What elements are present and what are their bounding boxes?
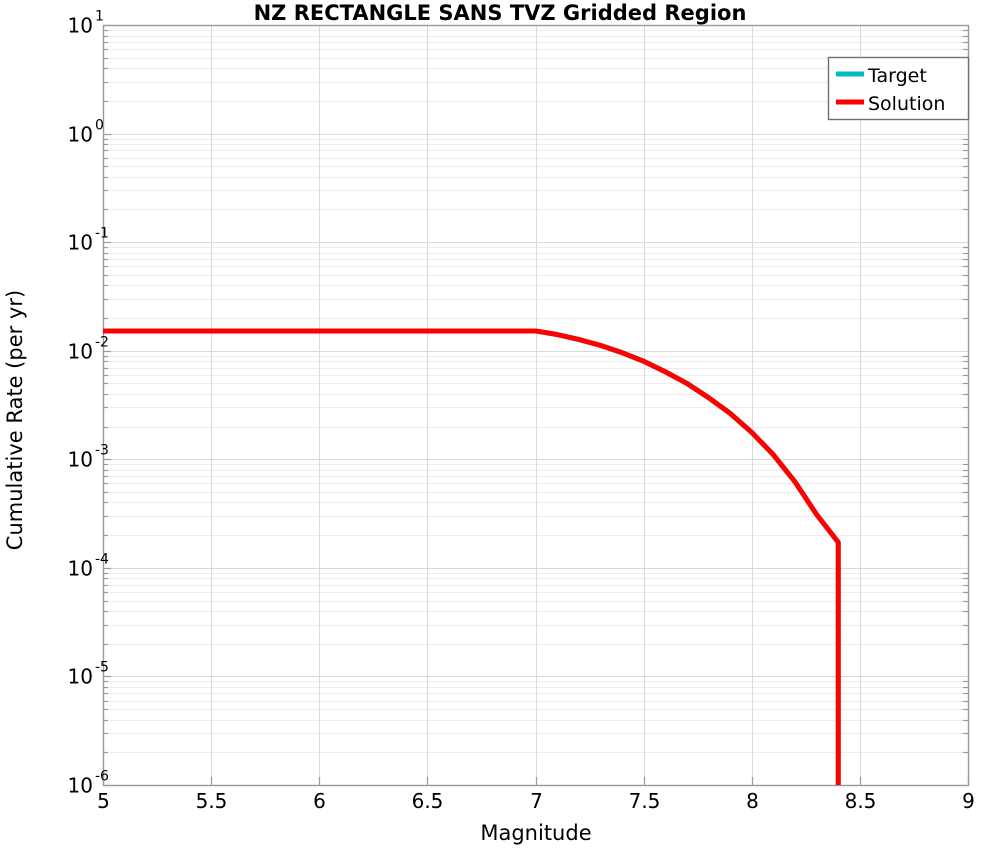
x-axis-tick-labels: 5 5.5 6 6.5 7 7.5 8 8.5 9 — [97, 789, 975, 813]
y-tick-label-exponent: -1 — [95, 226, 109, 242]
x-tick-label: 8.5 — [845, 789, 877, 813]
y-tick-label: 10 — [68, 665, 93, 689]
x-tick-label: 5 — [97, 789, 110, 813]
data-series-group — [103, 328, 841, 785]
y-tick-label-exponent: -4 — [95, 552, 109, 568]
y-tick-label: 10 — [68, 14, 93, 38]
x-tick-label: 5.5 — [196, 789, 228, 813]
y-tick-label: 10 — [68, 123, 93, 147]
x-tick-label: 9 — [962, 789, 975, 813]
x-tick-label: 7.5 — [629, 789, 661, 813]
chart-legend[interactable]: Target Solution — [827, 56, 970, 121]
x-tick-label: 6.5 — [412, 789, 444, 813]
y-tick-label: 10 — [68, 774, 93, 798]
legend-label-target[interactable]: Target — [867, 65, 927, 87]
y-tick-label-exponent: -6 — [95, 769, 109, 785]
y-tick-label-exponent: 0 — [95, 118, 104, 134]
y-tick-label: 10 — [68, 231, 93, 255]
legend-label-solution[interactable]: Solution — [868, 93, 945, 115]
legend-box — [827, 56, 970, 121]
y-tick-label: 10 — [68, 340, 93, 364]
x-tick-label: 8 — [746, 789, 759, 813]
axis-tick-marks — [102, 24, 970, 787]
chart-title: NZ RECTANGLE SANS TVZ Gridded Region — [254, 1, 747, 25]
plot-frame — [102, 24, 970, 787]
y-tick-label: 10 — [68, 448, 93, 472]
x-axis-title: Magnitude — [480, 821, 591, 845]
y-tick-label-exponent: -2 — [95, 335, 109, 351]
y-tick-label-exponent: 1 — [95, 9, 104, 25]
y-tick-label-exponent: -3 — [95, 443, 109, 459]
series-line-solution — [103, 328, 841, 785]
plot-area-border — [102, 24, 970, 787]
x-tick-label: 7 — [530, 789, 543, 813]
y-tick-label-exponent: -5 — [95, 660, 109, 676]
x-tick-label: 6 — [313, 789, 326, 813]
minor-gridlines — [103, 30, 968, 753]
y-axis-title: Cumulative Rate (per yr) — [3, 290, 27, 550]
y-tick-label: 10 — [68, 557, 93, 581]
